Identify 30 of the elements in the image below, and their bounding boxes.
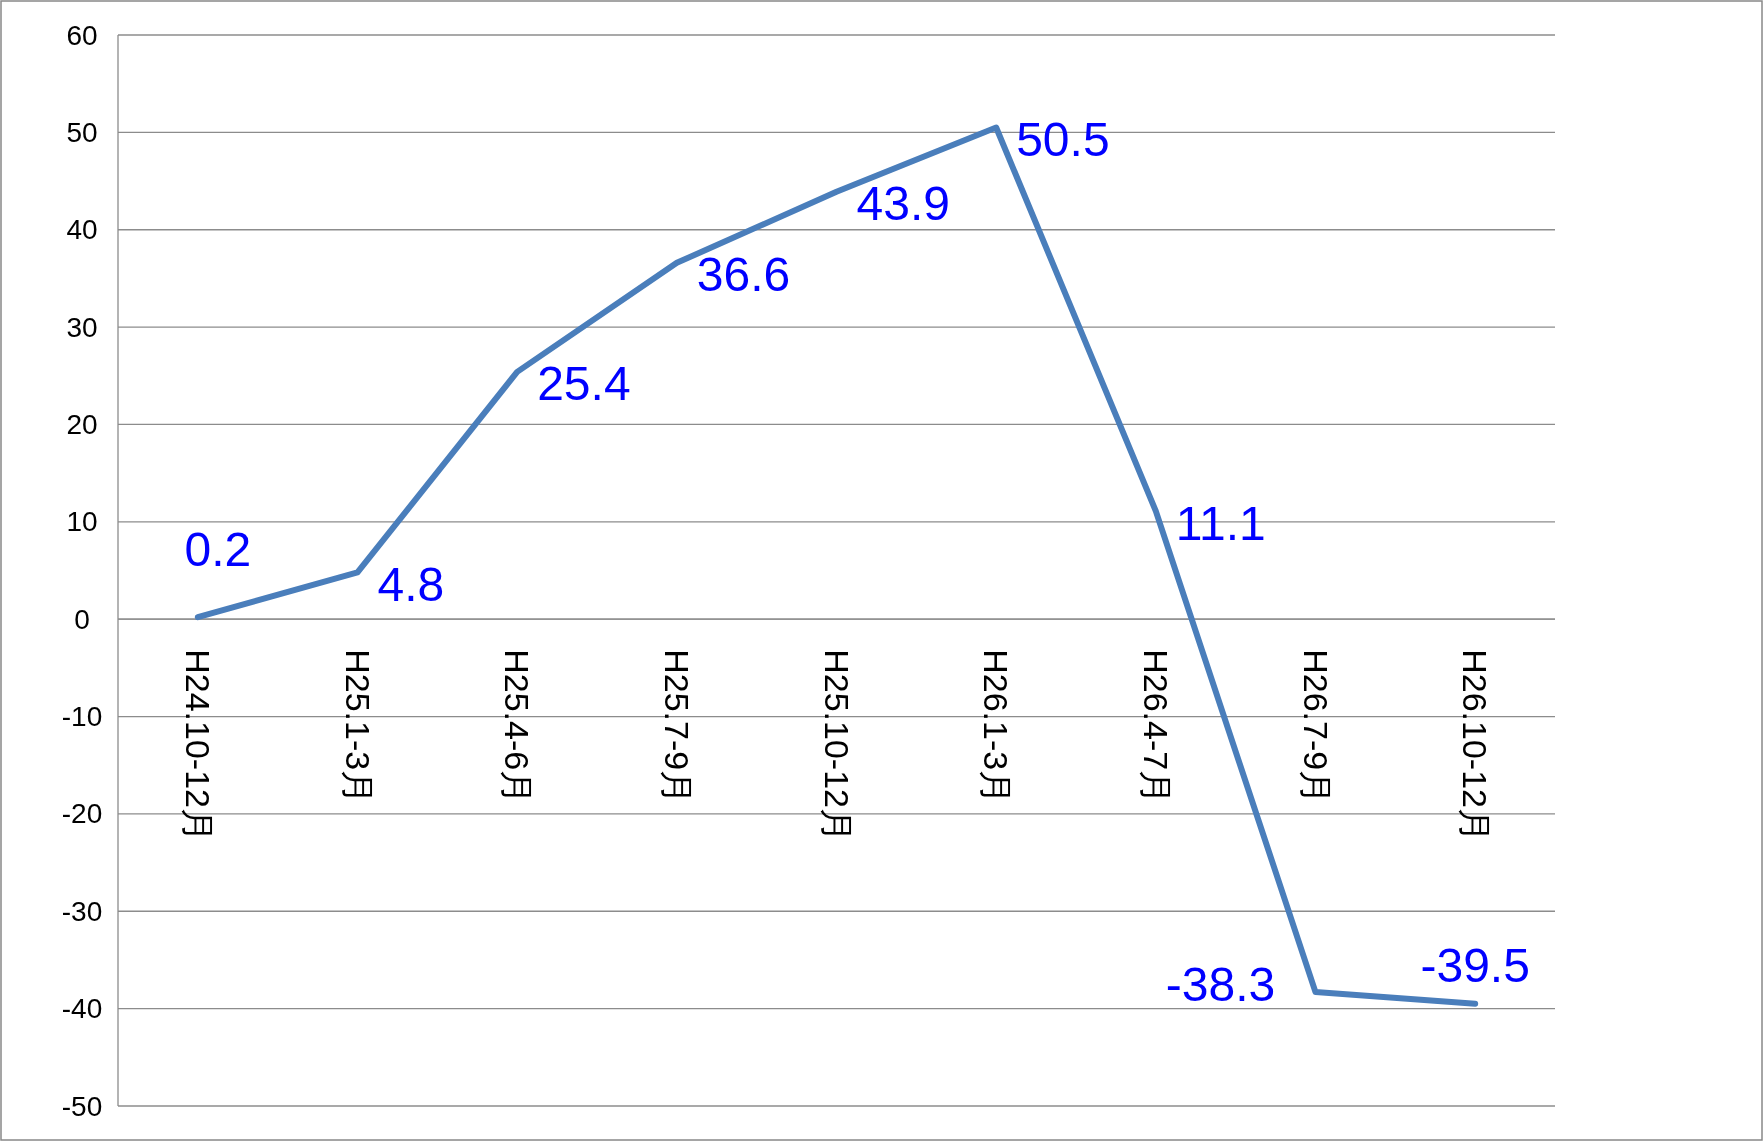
x-tick-label: H25.4-6月: [498, 649, 537, 805]
y-tick-label: -10: [61, 701, 103, 733]
y-tick-label: 40: [66, 214, 98, 246]
y-tick-label: 60: [66, 19, 98, 51]
x-tick-label: H25.7-9月: [657, 649, 696, 805]
y-tick-label: 50: [66, 116, 98, 148]
data-label: 25.4: [537, 357, 631, 411]
x-tick-label: H26.1-3月: [977, 649, 1016, 805]
y-tick-label: -50: [61, 1090, 103, 1122]
data-label: 36.6: [696, 248, 791, 302]
y-tick-label: 0: [74, 603, 90, 635]
data-label: 43.9: [856, 177, 950, 231]
data-label: 11.1: [1175, 496, 1266, 550]
y-tick-label: 30: [66, 311, 98, 343]
y-tick-label: -40: [61, 993, 103, 1025]
x-tick-label: H24.10-12月: [178, 649, 217, 842]
x-tick-label: H25.1-3月: [338, 649, 377, 805]
x-tick-label: H26.4-7月: [1136, 649, 1175, 805]
data-label: 50.5: [1016, 113, 1110, 166]
y-tick-label: -30: [61, 895, 103, 927]
data-label: 4.8: [377, 557, 445, 611]
data-label: -39.5: [1420, 939, 1530, 993]
x-tick-label: H26.7-9月: [1296, 649, 1335, 805]
y-tick-label: 20: [66, 408, 98, 440]
y-tick-label: -20: [61, 798, 103, 830]
x-tick-label: H26.10-12月: [1456, 649, 1495, 842]
data-label: -38.3: [1165, 957, 1276, 1011]
x-tick-label: H25.10-12月: [817, 649, 856, 842]
data-label: 0.2: [184, 522, 252, 576]
y-tick-label: 10: [66, 506, 98, 538]
